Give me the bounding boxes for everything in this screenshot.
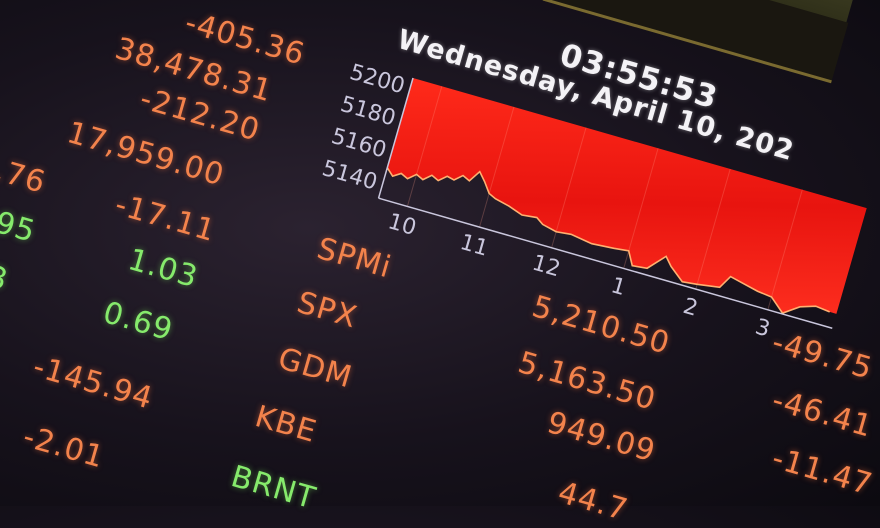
ticker-symbol: SPMi [313,231,396,286]
chart-gridline [551,127,587,248]
chart-price-line [386,167,830,315]
value: 0.69 [99,295,177,349]
chart-y-tick-label: 5160 [328,124,389,163]
ticker-symbol: SPX [293,285,362,336]
chart-gridline [767,189,803,310]
chart-x-tick-label: 10 [385,209,419,241]
ticker-symbol: GDM [274,341,357,396]
chart-x-tick-label: 1 [608,273,628,301]
chart-x-tick-label: 3 [752,315,772,343]
chart-y-tick-label: 5180 [338,92,399,131]
value: 1.03 [124,242,202,296]
value: -17.11 [111,187,220,250]
chart-x-tick-label: 11 [457,230,491,262]
change: -46.41 [768,382,877,445]
chart-gridline [695,168,731,290]
chart-x-axis [378,197,833,329]
price: 44.7 [554,475,632,528]
chart-y-axis [377,77,414,199]
chart-y-tick-label: 5140 [319,156,380,195]
chart-y-tick-label: 5200 [347,60,408,99]
change: -11.47 [768,440,877,503]
chart-x-tick-label: 2 [680,294,700,322]
value: .76 [0,153,50,201]
price: 5,163.50 [514,345,660,418]
chart-gridline [406,86,443,207]
ticker-symbol: KBE [251,399,321,450]
value: 95 [0,205,40,250]
value: -2.01 [19,419,109,476]
price: 5,210.50 [528,289,674,362]
chart-gridline [623,148,659,269]
chart-gridline [478,106,515,228]
price: 949.09 [543,405,660,470]
value: -145.94 [29,349,157,417]
chart-x-tick-label: 12 [529,251,563,283]
change: -49.75 [768,324,877,387]
value: 3 [0,259,13,299]
chart-area-fill [387,77,867,314]
ticker-symbol: BRNT [227,459,320,517]
